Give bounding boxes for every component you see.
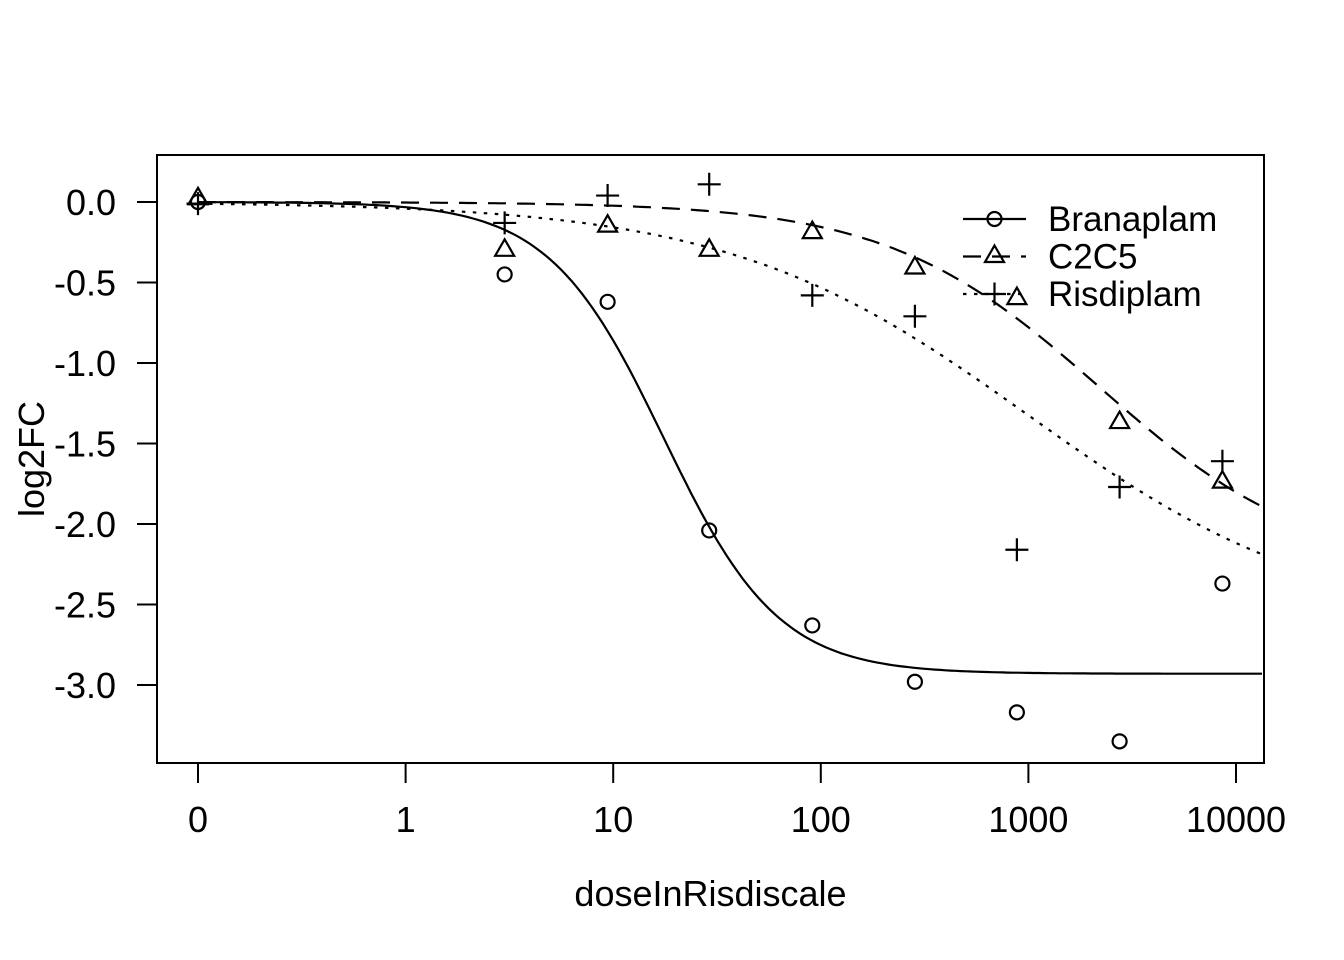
plus-marker-risdiplam: [596, 184, 620, 208]
x-tick-label: 1000: [988, 799, 1068, 840]
data-points-risdiplam: [186, 172, 1234, 562]
x-axis: 0 1 10 100 1000 10000 doseInRisdiscale: [188, 763, 1286, 914]
circle-marker-branaplam: [701, 522, 718, 539]
legend-label: Branaplam: [1048, 200, 1217, 239]
triangle-marker-c2c5: [697, 237, 721, 257]
x-tick-label: 10: [593, 799, 633, 840]
triangle-marker-c2c5: [596, 212, 620, 233]
legend-label: C2C5: [1048, 238, 1137, 277]
x-tick-label: 0: [188, 799, 208, 840]
triangle-marker-c2c5: [1005, 285, 1029, 306]
y-axis-title: log2FC: [11, 401, 52, 517]
plus-marker-risdiplam: [186, 192, 210, 216]
y-tick-label: -2.0: [54, 504, 116, 545]
fit-curve-branaplam: [197, 201, 1262, 675]
plus-marker-risdiplam: [1108, 475, 1132, 499]
legend-label: Risdiplam: [1048, 275, 1202, 314]
y-tick-label: -1.0: [54, 343, 116, 384]
plus-marker-risdiplam: [800, 283, 824, 307]
circle-marker-branaplam: [804, 617, 821, 634]
legend-circle-icon: [986, 210, 1003, 228]
x-tick-label: 100: [791, 799, 851, 840]
y-tick-label: 0.0: [66, 182, 116, 223]
legend-entry-branaplam: Branaplam: [963, 200, 1217, 239]
x-axis-title: doseInRisdiscale: [574, 873, 846, 914]
circle-marker-branaplam: [1008, 704, 1025, 721]
y-axis: 0.0 -0.5 -1.0 -1.5 -2.0 -2.5 -3.0 log2FC: [11, 182, 157, 706]
fit-curve-risdiplam: [197, 202, 1263, 556]
triangle-marker-c2c5: [493, 237, 517, 257]
legend-plus-icon: [983, 282, 1006, 306]
circle-marker-branaplam: [1111, 733, 1128, 750]
legend-entry-c2c5: C2C5: [963, 238, 1137, 277]
plot-box: [156, 154, 1265, 764]
x-tick-label: 1: [396, 799, 416, 840]
legend-entry-risdiplam: Risdiplam: [963, 275, 1202, 314]
y-tick-label: -0.5: [54, 263, 116, 304]
fit-curve-c2c5: [198, 201, 1263, 508]
triangle-marker-c2c5: [1108, 409, 1132, 430]
plus-marker-risdiplam: [697, 172, 721, 196]
plus-marker-risdiplam: [493, 211, 517, 235]
y-tick-label: -1.5: [54, 424, 116, 465]
circle-marker-branaplam: [1214, 575, 1231, 592]
y-tick-label: -2.5: [54, 585, 116, 626]
circle-marker-branaplam: [599, 293, 616, 310]
triangle-marker-c2c5: [800, 219, 824, 240]
x-tick-label: 10000: [1186, 799, 1286, 840]
plus-marker-risdiplam: [1005, 538, 1029, 562]
plus-marker-risdiplam: [1210, 449, 1234, 473]
triangle-marker-c2c5: [1210, 468, 1234, 489]
legend-triangle-icon: [983, 243, 1006, 264]
circle-marker-branaplam: [906, 673, 924, 690]
data-points-c2c5: [186, 185, 1234, 489]
y-tick-label: -3.0: [54, 665, 116, 706]
plus-marker-risdiplam: [903, 304, 927, 328]
triangle-marker-c2c5: [903, 254, 927, 275]
circle-marker-branaplam: [496, 266, 513, 283]
